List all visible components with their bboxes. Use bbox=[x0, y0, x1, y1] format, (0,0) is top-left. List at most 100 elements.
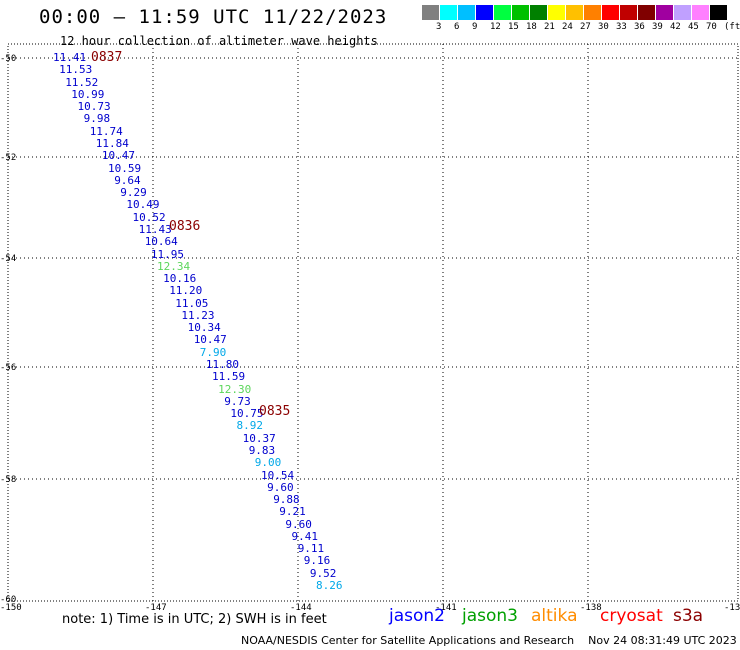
wave-height-value: 11.20 bbox=[169, 284, 203, 298]
legend-label: 36 bbox=[634, 22, 645, 32]
wave-height-value: 11.43 bbox=[138, 222, 172, 236]
longitude-label: -147 bbox=[145, 603, 167, 613]
longitude-label: -13 bbox=[724, 603, 740, 613]
legend-swatch bbox=[620, 5, 638, 20]
wave-height-value: 9.60 bbox=[285, 517, 312, 531]
wave-height-value: 9.64 bbox=[114, 173, 141, 187]
credit-line: NOAA/NESDIS Center for Satellite Applica… bbox=[241, 634, 737, 647]
legend-swatch bbox=[566, 5, 584, 20]
legend-label: 6 bbox=[454, 22, 460, 32]
legend-label: 24 bbox=[562, 22, 573, 32]
wave-height-value: 11.23 bbox=[181, 308, 215, 322]
satellite-name: s3a bbox=[673, 606, 704, 626]
legend-swatch bbox=[422, 5, 440, 20]
wave-height-value: 9.98 bbox=[83, 112, 111, 126]
longitude-label: -141 bbox=[435, 603, 457, 613]
footer-note: note: 1) Time is in UTC; 2) SWH is in fe… bbox=[62, 612, 327, 627]
legend-swatch bbox=[548, 5, 566, 20]
legend-swatch bbox=[692, 5, 710, 20]
legend-swatch bbox=[530, 5, 548, 20]
wave-height-value: 9.29 bbox=[120, 186, 147, 200]
wave-height-value: 10.59 bbox=[108, 161, 142, 175]
wave-height-value: 10.47 bbox=[101, 149, 136, 163]
wave-height-value: 9.41 bbox=[291, 529, 319, 543]
legend-label: 39 bbox=[652, 22, 663, 32]
wave-height-value: 10.75 bbox=[230, 407, 264, 421]
legend-swatch bbox=[710, 5, 728, 20]
latitude-label: -58 bbox=[0, 475, 16, 485]
legend-label: 21 bbox=[544, 22, 555, 32]
legend-swatch bbox=[602, 5, 620, 20]
wave-height-value: 9.88 bbox=[273, 493, 300, 506]
legend-label: 9 bbox=[472, 22, 478, 32]
latitude-label: -56 bbox=[0, 363, 16, 373]
wave-height-value: 10.64 bbox=[144, 235, 178, 249]
latitude-label: -54 bbox=[0, 254, 16, 264]
legend-swatch bbox=[458, 5, 476, 20]
wave-height-value: 10.49 bbox=[126, 198, 160, 212]
wave-height-value: 12.34 bbox=[157, 259, 191, 273]
legend-label: 15 bbox=[508, 22, 519, 32]
wave-height-value: 10.34 bbox=[187, 321, 221, 335]
legend-swatch bbox=[476, 5, 494, 20]
wave-height-value: 9.73 bbox=[224, 394, 251, 408]
legend-swatch bbox=[584, 5, 602, 20]
legend-label: 45 bbox=[688, 22, 699, 32]
wave-height-value: 11.84 bbox=[95, 137, 129, 150]
wave-height-value: 9.16 bbox=[303, 554, 331, 568]
legend-label: 70 bbox=[706, 22, 717, 32]
legend-label: 3 bbox=[436, 22, 442, 32]
satellite-name: jason3 bbox=[462, 606, 518, 626]
legend-swatch bbox=[440, 5, 458, 20]
wave-height-value: 11.41 bbox=[53, 51, 87, 64]
wave-height-value: 9.60 bbox=[267, 480, 294, 494]
wave-height-value: 11.05 bbox=[175, 296, 209, 310]
wave-height-value: 11.95 bbox=[150, 247, 185, 261]
wave-height-value: 8.26 bbox=[316, 579, 343, 592]
legend-label: 27 bbox=[580, 22, 591, 32]
pass-time-label: 0836 bbox=[169, 219, 201, 234]
map-title: 00:00 – 11:59 UTC 11/22/2023 bbox=[39, 6, 388, 28]
legend-label: 33 bbox=[616, 22, 627, 32]
legend-swatch bbox=[674, 5, 692, 20]
longitude-label: -144 bbox=[290, 603, 312, 613]
satellite-name: jason2 bbox=[389, 606, 445, 626]
wave-height-value: 10.73 bbox=[77, 100, 111, 114]
wave-height-value: 11.52 bbox=[65, 75, 99, 89]
legend-swatch bbox=[656, 5, 674, 20]
latitude-label: -50 bbox=[0, 54, 16, 64]
wave-height-value: 8.92 bbox=[236, 419, 264, 433]
wave-height-value: 10.37 bbox=[242, 431, 276, 445]
wave-height-value: 12.30 bbox=[218, 382, 252, 396]
map-frame bbox=[7, 43, 739, 602]
wave-height-value: 9.00 bbox=[254, 456, 282, 470]
legend-swatch bbox=[494, 5, 512, 20]
pass-time-label: 0837 bbox=[91, 50, 123, 65]
legend-label: 30 bbox=[598, 22, 609, 32]
wave-height-value: 10.47 bbox=[193, 333, 227, 347]
wave-height-value: 11.80 bbox=[205, 358, 240, 371]
color-scale-legend bbox=[422, 5, 728, 21]
wave-height-value: 11.59 bbox=[212, 370, 246, 384]
wave-height-value: 10.99 bbox=[71, 87, 105, 101]
satellite-name: cryosat bbox=[600, 606, 663, 626]
wave-height-value: 10.16 bbox=[163, 272, 197, 285]
legend-label: 18 bbox=[526, 22, 537, 32]
longitude-label: -138 bbox=[580, 603, 602, 613]
legend-swatch bbox=[512, 5, 530, 20]
wave-height-value: 9.52 bbox=[309, 566, 337, 580]
wave-height-value: 7.90 bbox=[199, 345, 227, 359]
legend-swatch bbox=[638, 5, 656, 20]
latitude-label: -52 bbox=[0, 153, 16, 163]
wave-height-value: 10.52 bbox=[132, 210, 166, 224]
satellite-name: altika bbox=[531, 606, 578, 626]
longitude-label: -150 bbox=[0, 603, 22, 613]
wave-height-value: 11.74 bbox=[89, 124, 123, 138]
wave-height-value: 9.83 bbox=[248, 443, 276, 457]
latitude-label: -60 bbox=[0, 595, 16, 605]
legend-label: 12 bbox=[490, 22, 501, 32]
wave-height-value: 9.21 bbox=[279, 505, 306, 519]
wave-height-value: 9.11 bbox=[297, 542, 325, 556]
pass-time-label: 0835 bbox=[259, 404, 291, 419]
